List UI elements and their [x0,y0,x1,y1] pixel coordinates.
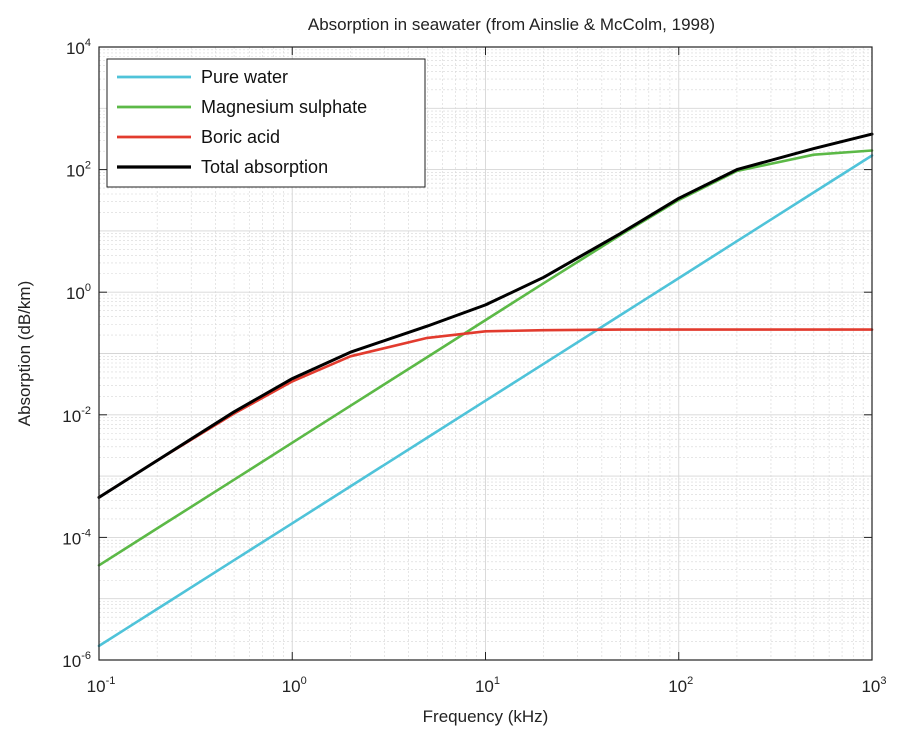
legend-label: Total absorption [201,157,328,177]
x-tick-label: 102 [668,675,693,696]
series-line-total-absorption [97,132,874,499]
legend: Pure water Magnesium sulphate Boric acid To… [106,58,426,188]
axis-ticks [98,46,873,661]
legend-label: Pure water [201,67,288,87]
legend-label: Boric acid [201,127,280,147]
y-tick-label: 10-4 [62,527,91,548]
y-tick-label: 100 [66,282,91,303]
y-tick-label: 10-6 [62,650,91,671]
x-tick-label: 100 [282,675,307,696]
series-line-pure-water [97,154,874,648]
legend-label: Magnesium sulphate [201,97,367,117]
y-axis-label: Absorption (dB/km) [15,281,34,427]
chart-title: Absorption in seawater (from Ainslie & M… [308,15,715,34]
tick-labels: 10-1 100 101 102 103 10-6 10-4 10-2 100 102 104 [62,37,886,696]
y-tick-label: 104 [66,37,91,58]
series-lines [97,132,874,648]
x-tick-label: 10-1 [87,675,116,696]
y-tick-label: 102 [66,160,91,181]
x-axis-label: Frequency (kHz) [423,707,549,726]
x-tick-label: 103 [861,675,886,696]
x-tick-label: 101 [475,675,500,696]
y-tick-label: 10-2 [62,405,91,426]
